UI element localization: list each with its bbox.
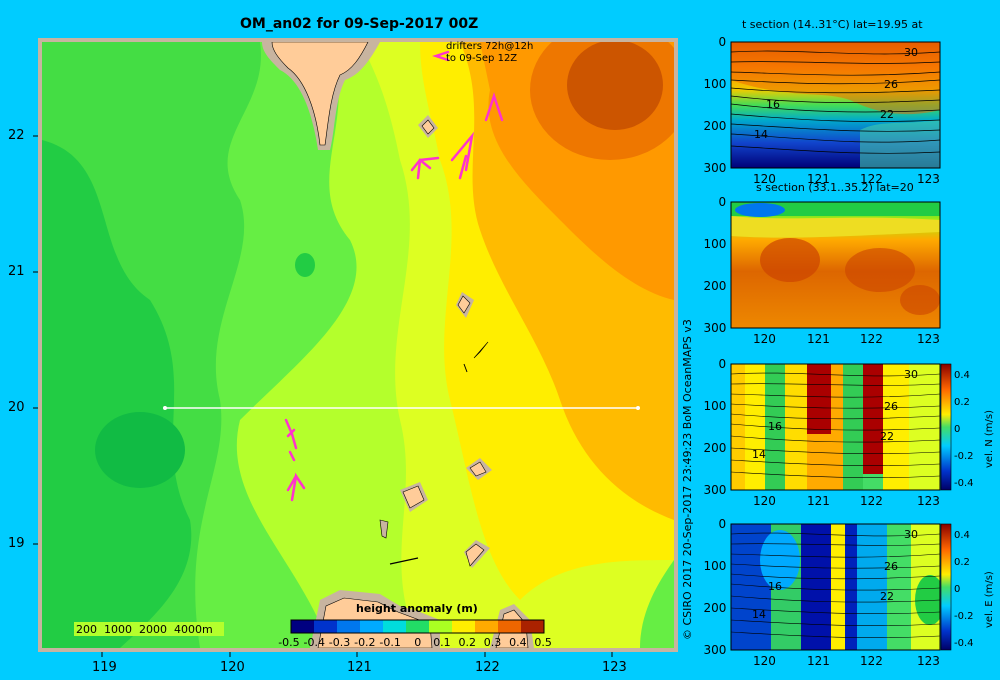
depth-tick: 300 bbox=[703, 483, 727, 497]
contour-label: 14 bbox=[752, 448, 766, 461]
lon-tick-123: 123 bbox=[602, 660, 627, 675]
vel-cbar-tick: -0.2 bbox=[954, 451, 974, 462]
vel-e-panel bbox=[730, 523, 952, 651]
depth-tick: 100 bbox=[703, 237, 727, 251]
depth-tick: 200 bbox=[703, 279, 727, 293]
vel-cbar-tick: 0.4 bbox=[954, 530, 970, 541]
section-lon-tick: 122 bbox=[860, 332, 883, 346]
colorbar-tick: -0.3 bbox=[328, 636, 351, 649]
s-section-panel bbox=[730, 201, 941, 329]
contour-label: 30 bbox=[904, 368, 918, 381]
colorbar-title: height anomaly (m) bbox=[356, 602, 478, 615]
colorbar-tick: 0.3 bbox=[483, 636, 502, 649]
contour-label: 16 bbox=[768, 580, 782, 593]
drifter-caption-1: drifters 72h@12h bbox=[446, 41, 534, 52]
depth-tick: 0 bbox=[718, 357, 727, 371]
section-lon-tick: 122 bbox=[860, 654, 883, 668]
colorbar-tick: 0.1 bbox=[433, 636, 451, 649]
contour-label: 30 bbox=[904, 528, 918, 541]
section-lon-tick: 123 bbox=[917, 654, 940, 668]
depth-legend: 200 1000 2000 4000m bbox=[76, 623, 213, 636]
depth-tick: 0 bbox=[718, 517, 727, 531]
depth-tick: 300 bbox=[703, 161, 727, 175]
contour-label: 16 bbox=[768, 420, 782, 433]
contour-label: 22 bbox=[880, 590, 894, 603]
vel-cbar-tick: -0.2 bbox=[954, 611, 974, 622]
colorbar-tick: 0 bbox=[414, 636, 422, 649]
section-lon-tick: 121 bbox=[807, 494, 830, 508]
section-lon-tick: 120 bbox=[753, 332, 776, 346]
depth-tick: 200 bbox=[703, 601, 727, 615]
depth-tick: 0 bbox=[718, 195, 727, 209]
vel-cbar-label: vel. N (m/s) bbox=[984, 410, 995, 468]
colorbar-ticks: -0.5 -0.4 -0.3 -0.2 -0.1 0 0.1 0.2 0.3 0.4 0.5 bbox=[0, 636, 1000, 650]
depth-tick: 100 bbox=[703, 77, 727, 91]
depth-tick: 0 bbox=[718, 35, 727, 49]
contour-label: 26 bbox=[884, 560, 898, 573]
depth-tick: 300 bbox=[703, 321, 727, 335]
colorbar-tick: 0.4 bbox=[509, 636, 527, 649]
contour-label: 30 bbox=[904, 46, 918, 59]
vel-cbar-tick: 0 bbox=[954, 424, 961, 435]
vel-cbar-tick: 0.2 bbox=[954, 557, 970, 568]
section-lon-tick: 120 bbox=[753, 494, 776, 508]
contour-label: 26 bbox=[884, 400, 898, 413]
section-lon-tick: 120 bbox=[753, 654, 776, 668]
section-lon-tick: 121 bbox=[807, 332, 830, 346]
depth-tick: 300 bbox=[703, 643, 727, 657]
vel-cbar-tick: 0.2 bbox=[954, 397, 970, 408]
colorbar-tick: -0.4 bbox=[303, 636, 325, 649]
section-lon-tick: 121 bbox=[807, 172, 830, 186]
colorbar-tick: 0.5 bbox=[534, 636, 552, 649]
section-lon-tick: 121 bbox=[807, 654, 830, 668]
contour-label: 22 bbox=[880, 430, 894, 443]
vel-cbar-tick: 0 bbox=[954, 584, 961, 595]
lat-tick-20: 20 bbox=[8, 400, 25, 415]
vel-cbar-tick: -0.4 bbox=[954, 478, 974, 489]
lat-tick-21: 21 bbox=[8, 264, 25, 279]
vel-cbar-label: vel. E (m/s) bbox=[984, 571, 995, 628]
contour-label: 16 bbox=[766, 98, 780, 111]
contour-label: 14 bbox=[754, 128, 768, 141]
s-section-title: s section (33.1..35.2) lat=20 bbox=[756, 181, 914, 194]
section-lon-tick: 123 bbox=[917, 332, 940, 346]
depth-tick: 200 bbox=[703, 119, 727, 133]
section-lon-tick: 123 bbox=[917, 172, 940, 186]
vel-cbar-tick: 0.4 bbox=[954, 370, 970, 381]
depth-tick: 100 bbox=[703, 559, 727, 573]
colorbar-tick: -0.1 bbox=[379, 636, 401, 649]
lat-tick-19: 19 bbox=[8, 536, 25, 551]
lon-tick-119: 119 bbox=[92, 660, 117, 675]
depth-tick: 100 bbox=[703, 399, 727, 413]
section-lon-tick: 123 bbox=[917, 494, 940, 508]
lon-tick-122: 122 bbox=[475, 660, 500, 675]
map-title: OM_an02 for 09-Sep-2017 00Z bbox=[240, 16, 479, 32]
section-lon-tick: 120 bbox=[753, 172, 776, 186]
vel-cbar-tick: -0.4 bbox=[954, 638, 974, 649]
lon-tick-121: 121 bbox=[347, 660, 372, 675]
contour-label: 14 bbox=[752, 608, 766, 621]
contour-label: 26 bbox=[884, 78, 898, 91]
section-lon-tick: 122 bbox=[860, 494, 883, 508]
colorbar-tick: 0.2 bbox=[458, 636, 477, 649]
colorbar-tick: -0.5 bbox=[278, 636, 300, 649]
lat-tick-22: 22 bbox=[8, 128, 25, 143]
vel-n-panel bbox=[730, 363, 952, 491]
colorbar-tick: -0.2 bbox=[354, 636, 376, 649]
lon-tick-120: 120 bbox=[220, 660, 245, 675]
t-section-panel bbox=[730, 41, 941, 169]
height-colorbar bbox=[290, 619, 545, 634]
t-section-title: t section (14..31°C) lat=19.95 at bbox=[742, 18, 923, 31]
section-lon-tick: 122 bbox=[860, 172, 883, 186]
depth-tick: 200 bbox=[703, 441, 727, 455]
drifter-caption-2: to 09-Sep 12Z bbox=[446, 53, 518, 64]
contour-label: 22 bbox=[880, 108, 894, 121]
